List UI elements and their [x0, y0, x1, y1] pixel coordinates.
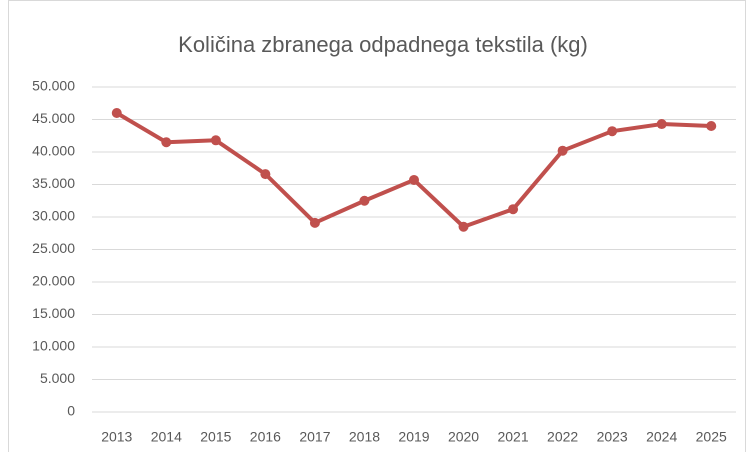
data-point: [359, 195, 370, 206]
x-tick-label: 2024: [646, 429, 677, 445]
data-point: [309, 217, 320, 228]
y-tick-label: 15.000: [32, 305, 75, 321]
data-point: [607, 126, 618, 137]
y-tick-label: 35.000: [32, 175, 75, 191]
data-point: [557, 145, 568, 156]
x-tick-label: 2017: [299, 429, 330, 445]
x-tick-label: 2020: [448, 429, 479, 445]
chart-title: Količina zbranega odpadnega tekstila (kg…: [178, 32, 588, 57]
data-point: [111, 108, 122, 118]
y-tick-label: 20.000: [32, 273, 75, 289]
x-tick-label: 2018: [349, 429, 380, 445]
y-tick-label: 50.000: [32, 78, 75, 94]
data-point: [210, 135, 221, 146]
data-point: [458, 221, 469, 232]
x-tick-label: 2021: [497, 429, 528, 445]
x-tick-label: 2015: [200, 429, 231, 445]
data-point: [161, 137, 172, 148]
x-tick-label: 2014: [151, 429, 182, 445]
data-point: [706, 121, 717, 131]
data-point: [508, 204, 519, 215]
data-point: [656, 119, 667, 130]
x-tick-label: 2023: [597, 429, 628, 445]
x-tick-label: 2022: [547, 429, 578, 445]
chart-frame: [8, 0, 746, 452]
y-tick-label: 25.000: [32, 240, 75, 256]
data-point: [260, 169, 271, 180]
y-tick-label: 0: [67, 403, 75, 419]
x-tick-label: 2013: [101, 429, 132, 445]
y-tick-label: 45.000: [32, 110, 75, 126]
y-tick-label: 10.000: [32, 338, 75, 354]
x-tick-label: 2016: [250, 429, 281, 445]
x-tick-label: 2025: [696, 429, 727, 445]
y-tick-label: 5.000: [40, 370, 75, 386]
y-tick-label: 30.000: [32, 208, 75, 224]
y-tick-label: 40.000: [32, 143, 75, 159]
x-tick-label: 2019: [398, 429, 429, 445]
data-point: [409, 174, 419, 185]
